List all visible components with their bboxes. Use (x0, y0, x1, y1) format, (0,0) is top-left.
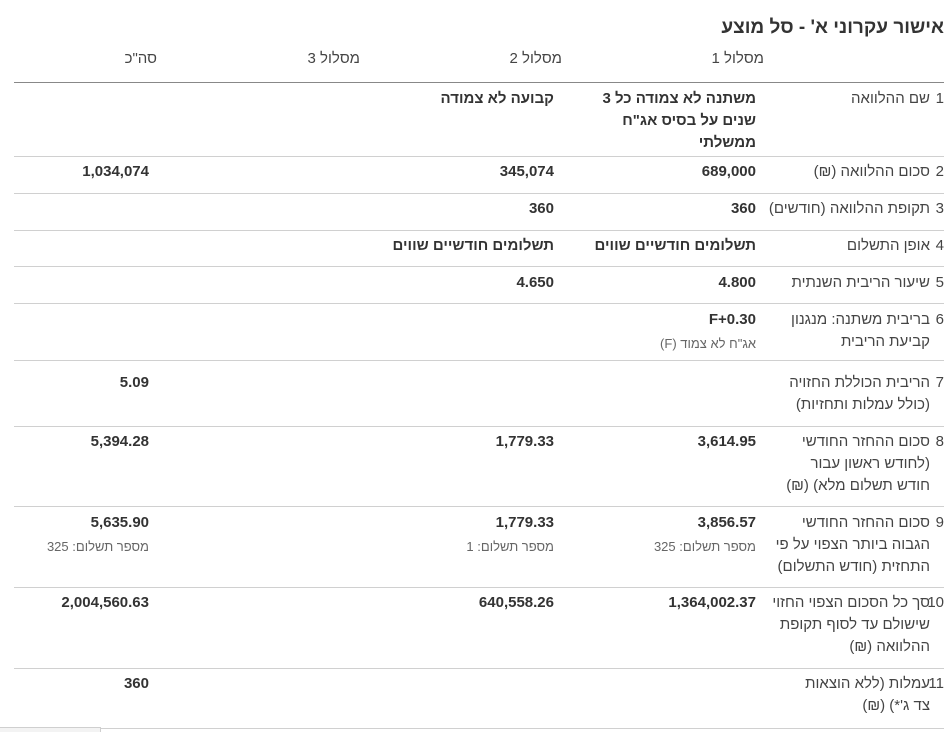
row-number: 11 (928, 675, 944, 692)
row-label: סכום ההלוואה (₪) (813, 163, 930, 180)
table-row: 4 אופן התשלום תשלומים חודשיים שווים תשלו… (14, 235, 944, 267)
track-2-value: 1,779.33 (495, 433, 554, 450)
row-label: בריבית משתנה: מנגנון קביעת הריבית (791, 311, 930, 350)
track-1-value: 3,856.57 (697, 514, 756, 531)
row-label: הריבית הכוללת החזויה (כולל עמלות ותחזיות… (789, 374, 930, 413)
row-number: 5 (935, 274, 944, 291)
row-label: סך כל הסכום הצפוי החזוי שישולם עד לסוף ת… (772, 594, 930, 655)
track-1-subtext: מספר תשלום: 325 (653, 539, 756, 554)
table-row: 2 סכום ההלוואה (₪) 689,000 345,074 1,034… (14, 161, 944, 194)
track-1-value: 4.800 (718, 274, 756, 291)
track-2-value: תשלומים חודשיים שווים (392, 237, 554, 254)
column-header-track-3: מסלול 3 (307, 50, 360, 67)
track-2-value: 360 (528, 200, 554, 217)
track-2-value: 1,779.33 (495, 514, 554, 531)
track-1-value: 689,000 (701, 163, 756, 180)
row-number: 8 (935, 433, 944, 450)
table-row: 11 עמלות (ללא הוצאות צד ג'*) (₪) 360 (14, 673, 944, 729)
table-row: 8 סכום ההחזר החודשי (לחודש ראשון עבור חו… (14, 431, 944, 507)
track-2-cell: 1,779.33 מספר תשלום: 1 (354, 512, 554, 557)
total-value: 5,394.28 (90, 433, 149, 450)
track-2-subtext: מספר תשלום: 1 (466, 539, 554, 554)
total-cell: 5,635.90 מספר תשלום: 325 (9, 512, 149, 557)
table-row: 3 תקופת ההלוואה (חודשים) 360 360 (14, 198, 944, 231)
row-number: 10 (927, 594, 944, 611)
total-subtext: מספר תשלום: 325 (46, 539, 149, 554)
table-header: מסלול 1 מסלול 2 מסלול 3 סה"כ (0, 50, 952, 80)
track-1-value: 360 (730, 200, 756, 217)
track-1-value: 3,614.95 (697, 433, 756, 450)
row-number: 1 (935, 90, 944, 107)
row-number: 7 (935, 374, 944, 391)
row-label: סכום ההחזר החודשי הגבוה ביותר הצפוי על פ… (775, 514, 930, 575)
row-label: עמלות (ללא הוצאות צד ג'*) (₪) (805, 675, 930, 714)
row-number: 9 (935, 514, 944, 531)
track-1-value: תשלומים חודשיים שווים (594, 237, 756, 254)
table-row: 5 שיעור הריבית השנתית 4.800 4.650 (14, 272, 944, 304)
table-row: 10 סך כל הסכום הצפוי החזוי שישולם עד לסו… (14, 592, 944, 669)
track-1-value: משתנה לא צמודה כל 3 שנים על בסיס אג"ח ממ… (602, 90, 756, 151)
header-divider (14, 82, 944, 83)
total-value: 2,004,560.63 (61, 594, 149, 611)
track-1-cell: F+0.30 אג"ח לא צמוד (F) (586, 309, 756, 354)
row-label: תקופת ההלוואה (חודשים) (768, 200, 930, 217)
column-header-track-1: מסלול 1 (711, 50, 764, 67)
table-row: 1 שם ההלוואה משתנה לא צמודה כל 3 שנים על… (14, 88, 944, 157)
row-number: 3 (935, 200, 944, 217)
horizontal-scrollbar[interactable] (0, 727, 101, 732)
column-header-track-2: מסלול 2 (509, 50, 562, 67)
row-number: 4 (935, 237, 944, 254)
row-number: 6 (935, 311, 944, 328)
table-row: 9 סכום ההחזר החודשי הגבוה ביותר הצפוי על… (14, 512, 944, 588)
total-value: 360 (123, 675, 149, 692)
track-2-value: 640,558.26 (478, 594, 554, 611)
row-label: אופן התשלום (846, 237, 930, 254)
table-row: 7 הריבית הכוללת החזויה (כולל עמלות ותחזי… (14, 372, 944, 427)
row-label: סכום ההחזר החודשי (לחודש ראשון עבור חודש… (786, 433, 930, 494)
table-row: 6 בריבית משתנה: מנגנון קביעת הריבית F+0.… (14, 309, 944, 361)
track-1-value: 1,364,002.37 (668, 594, 756, 611)
track-1-value: F+0.30 (708, 311, 756, 328)
track-2-value: קבועה לא צמודה (440, 90, 554, 107)
total-value: 5.09 (119, 374, 149, 391)
track-1-cell: 3,856.57 מספר תשלום: 325 (586, 512, 756, 557)
track-1-subtext: אג"ח לא צמוד (F) (660, 336, 756, 351)
row-number: 2 (935, 163, 944, 180)
row-label: שם ההלוואה (851, 90, 930, 107)
track-2-value: 4.650 (516, 274, 554, 291)
total-value: 1,034,074 (82, 163, 149, 180)
page-title: אישור עקרוני א' - סל מוצע (721, 17, 944, 38)
total-value: 5,635.90 (90, 514, 149, 531)
row-label: שיעור הריבית השנתית (791, 274, 931, 291)
track-2-value: 345,074 (499, 163, 554, 180)
column-header-total: סה"כ (124, 50, 157, 67)
